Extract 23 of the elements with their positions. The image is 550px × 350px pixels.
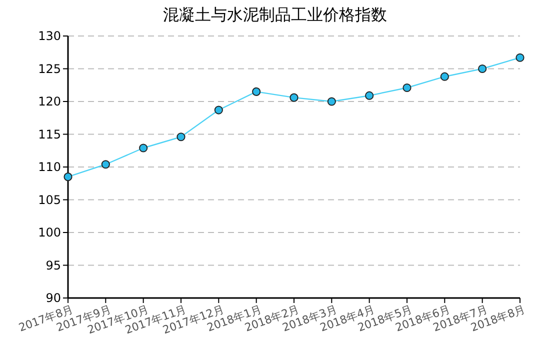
point <box>365 91 374 100</box>
y-tick-label: 120 <box>38 94 61 108</box>
point <box>139 144 148 152</box>
y-tick-label: 110 <box>38 160 61 174</box>
y-tick-label: 90 <box>46 291 61 305</box>
point <box>290 93 298 102</box>
point <box>101 160 110 169</box>
point <box>440 72 449 81</box>
y-tick-label: 115 <box>38 127 61 142</box>
y-tick-label: 125 <box>38 62 61 76</box>
y-tick-label: 130 <box>38 29 61 43</box>
point <box>64 172 72 182</box>
point <box>327 97 336 106</box>
point <box>402 83 412 92</box>
point <box>516 53 524 62</box>
y-tick-label: 105 <box>38 192 61 207</box>
y-tick-label: 95 <box>46 258 61 272</box>
chart-title: 混凝土与水泥制品工业价格指数 <box>163 5 387 24</box>
point <box>252 87 261 96</box>
y-tick-label: 100 <box>38 226 61 240</box>
point <box>478 64 487 74</box>
point <box>214 106 223 114</box>
point <box>176 132 186 142</box>
